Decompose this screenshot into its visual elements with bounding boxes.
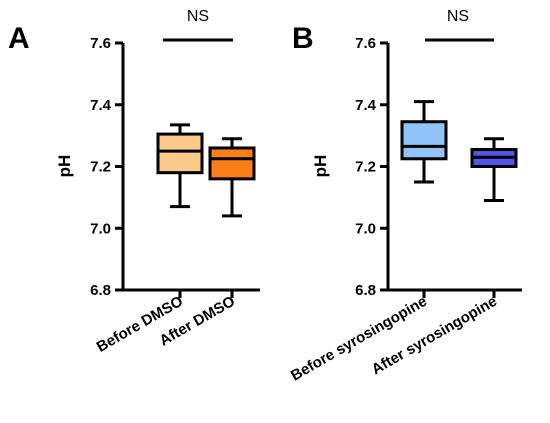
y-tick-label: 7.6 — [355, 35, 376, 52]
significance-label: NS — [447, 8, 469, 25]
y-tick-label: 7.2 — [90, 159, 111, 176]
iqr-box — [400, 120, 448, 161]
y-tick-label: 7.4 — [90, 97, 112, 114]
y-axis-label: pH — [55, 155, 74, 178]
box-1 — [470, 137, 518, 202]
iqr-box — [156, 132, 204, 175]
y-tick-label: 7.2 — [355, 159, 376, 176]
significance-label: NS — [187, 8, 209, 25]
panel-b: B 6.8 7.0 7.2 7.4 7.6 pH NS Before syrosingopine… — [288, 8, 522, 385]
panel-label: A — [8, 22, 30, 55]
x-category-label: After syrosingopine — [369, 293, 500, 379]
y-tick-label: 6.8 — [355, 282, 376, 299]
iqr-box — [208, 146, 256, 181]
y-tick-label: 7.0 — [355, 220, 376, 237]
y-tick-label: 6.8 — [90, 282, 111, 299]
panel-label: B — [292, 22, 314, 55]
y-tick-label: 7.0 — [90, 220, 111, 237]
box-1 — [208, 137, 256, 218]
box-0 — [400, 100, 448, 184]
y-tick-label: 7.6 — [90, 35, 111, 52]
x-category-label: Before syrosingopine — [288, 293, 430, 385]
x-category-label: Before DMSO — [94, 293, 187, 356]
y-axis-label: pH — [311, 155, 330, 178]
y-tick-label: 7.4 — [355, 97, 377, 114]
box-0 — [156, 123, 204, 209]
